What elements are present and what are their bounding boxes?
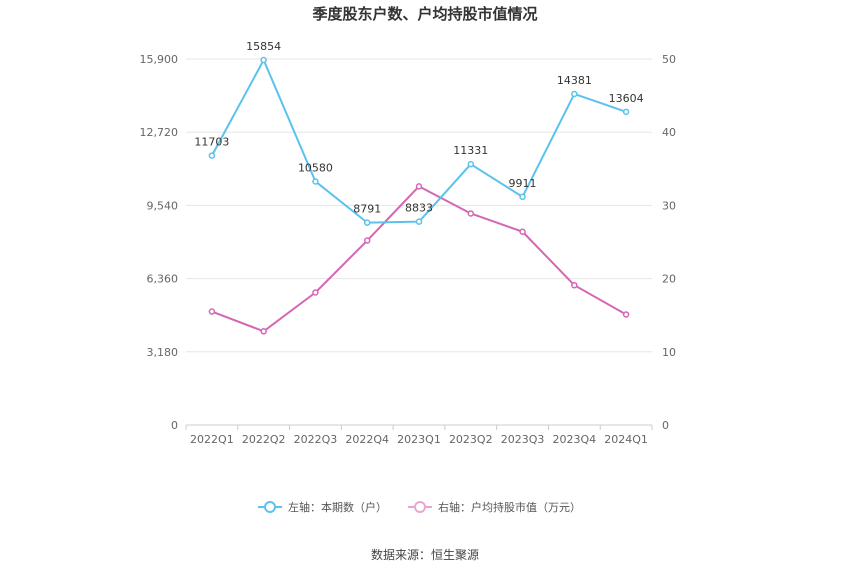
data-label: 11703 (194, 136, 229, 149)
right-series-point (467, 210, 475, 217)
right-tick-label: 40 (662, 126, 676, 139)
right-axis-ticks: 0 10 20 30 40 50 (662, 53, 676, 432)
x-tick-label: 2023Q4 (553, 433, 597, 446)
left-series-point (363, 219, 371, 226)
x-axis-ticks: 2022Q1 2022Q2 2022Q3 2022Q4 2023Q1 2023Q2 2023… (185, 425, 653, 446)
left-tick-label: 12,720 (140, 126, 179, 139)
x-tick-label: 2022Q2 (242, 433, 286, 446)
left-tick-label: 0 (171, 419, 178, 432)
x-tick-label: 2023Q3 (501, 433, 545, 446)
data-label: 8833 (405, 202, 433, 215)
legend-item-left-axis: 左轴：本期数（户） (258, 500, 387, 514)
left-tick-label: 9,540 (147, 199, 179, 212)
data-label: 9911 (509, 177, 537, 190)
left-series-point (208, 152, 216, 159)
grid (186, 58, 652, 426)
left-series-point (622, 108, 630, 116)
left-tick-label: 3,180 (147, 346, 179, 359)
left-tick-label: 15,900 (140, 53, 179, 66)
x-tick-label: 2022Q3 (294, 433, 338, 446)
chart-title: 季度股东户数、户均持股市值情况 (312, 5, 537, 23)
left-series-point (571, 90, 578, 98)
data-label: 11331 (453, 144, 488, 157)
right-tick-label: 0 (662, 419, 669, 432)
left-series-point (467, 160, 475, 168)
legend-item-right-axis: 右轴：户均持股市值（万元） (408, 500, 581, 514)
legend-marker (414, 501, 426, 513)
right-tick-label: 20 (662, 273, 676, 286)
x-tick-label: 2023Q1 (397, 433, 441, 446)
right-series-point (363, 237, 371, 244)
left-series-point (312, 178, 319, 185)
right-tick-label: 10 (662, 346, 676, 359)
left-axis-ticks: 0 3,180 6,360 9,540 12,720 15,900 (140, 53, 179, 432)
x-tick-label: 2022Q4 (345, 433, 389, 446)
legend: 左轴：本期数（户） 右轴：户均持股市值（万元） (258, 500, 581, 514)
data-label: 10580 (298, 161, 333, 174)
right-tick-label: 30 (662, 199, 676, 212)
left-tick-label: 6,360 (147, 273, 179, 286)
legend-marker (264, 501, 276, 513)
data-label: 8791 (353, 203, 381, 216)
x-tick-label: 2022Q1 (190, 433, 234, 446)
left-series-point (260, 56, 267, 64)
right-series-point (208, 308, 216, 315)
x-tick-label: 2024Q1 (604, 433, 648, 446)
right-series-point (260, 328, 267, 335)
right-series-point (312, 289, 319, 296)
legend-label: 右轴：户均持股市值（万元） (438, 500, 581, 514)
series-layer: 11703 15854 10580 8791 8833 11331 9911 14381 136… (194, 40, 644, 335)
right-series-point (519, 228, 526, 236)
right-series-point (571, 281, 578, 289)
source-note: 数据来源：恒生聚源 (371, 547, 479, 562)
x-tick-label: 2023Q2 (449, 433, 493, 446)
data-label: 15854 (246, 40, 281, 53)
left-series-point (415, 218, 423, 225)
left-series-point (519, 193, 526, 201)
data-label: 13604 (609, 92, 644, 105)
right-series-point (415, 183, 423, 190)
right-tick-label: 50 (662, 53, 676, 66)
data-label: 14381 (557, 74, 592, 87)
legend-label: 左轴：本期数（户） (288, 500, 387, 514)
right-series-point (622, 311, 630, 318)
